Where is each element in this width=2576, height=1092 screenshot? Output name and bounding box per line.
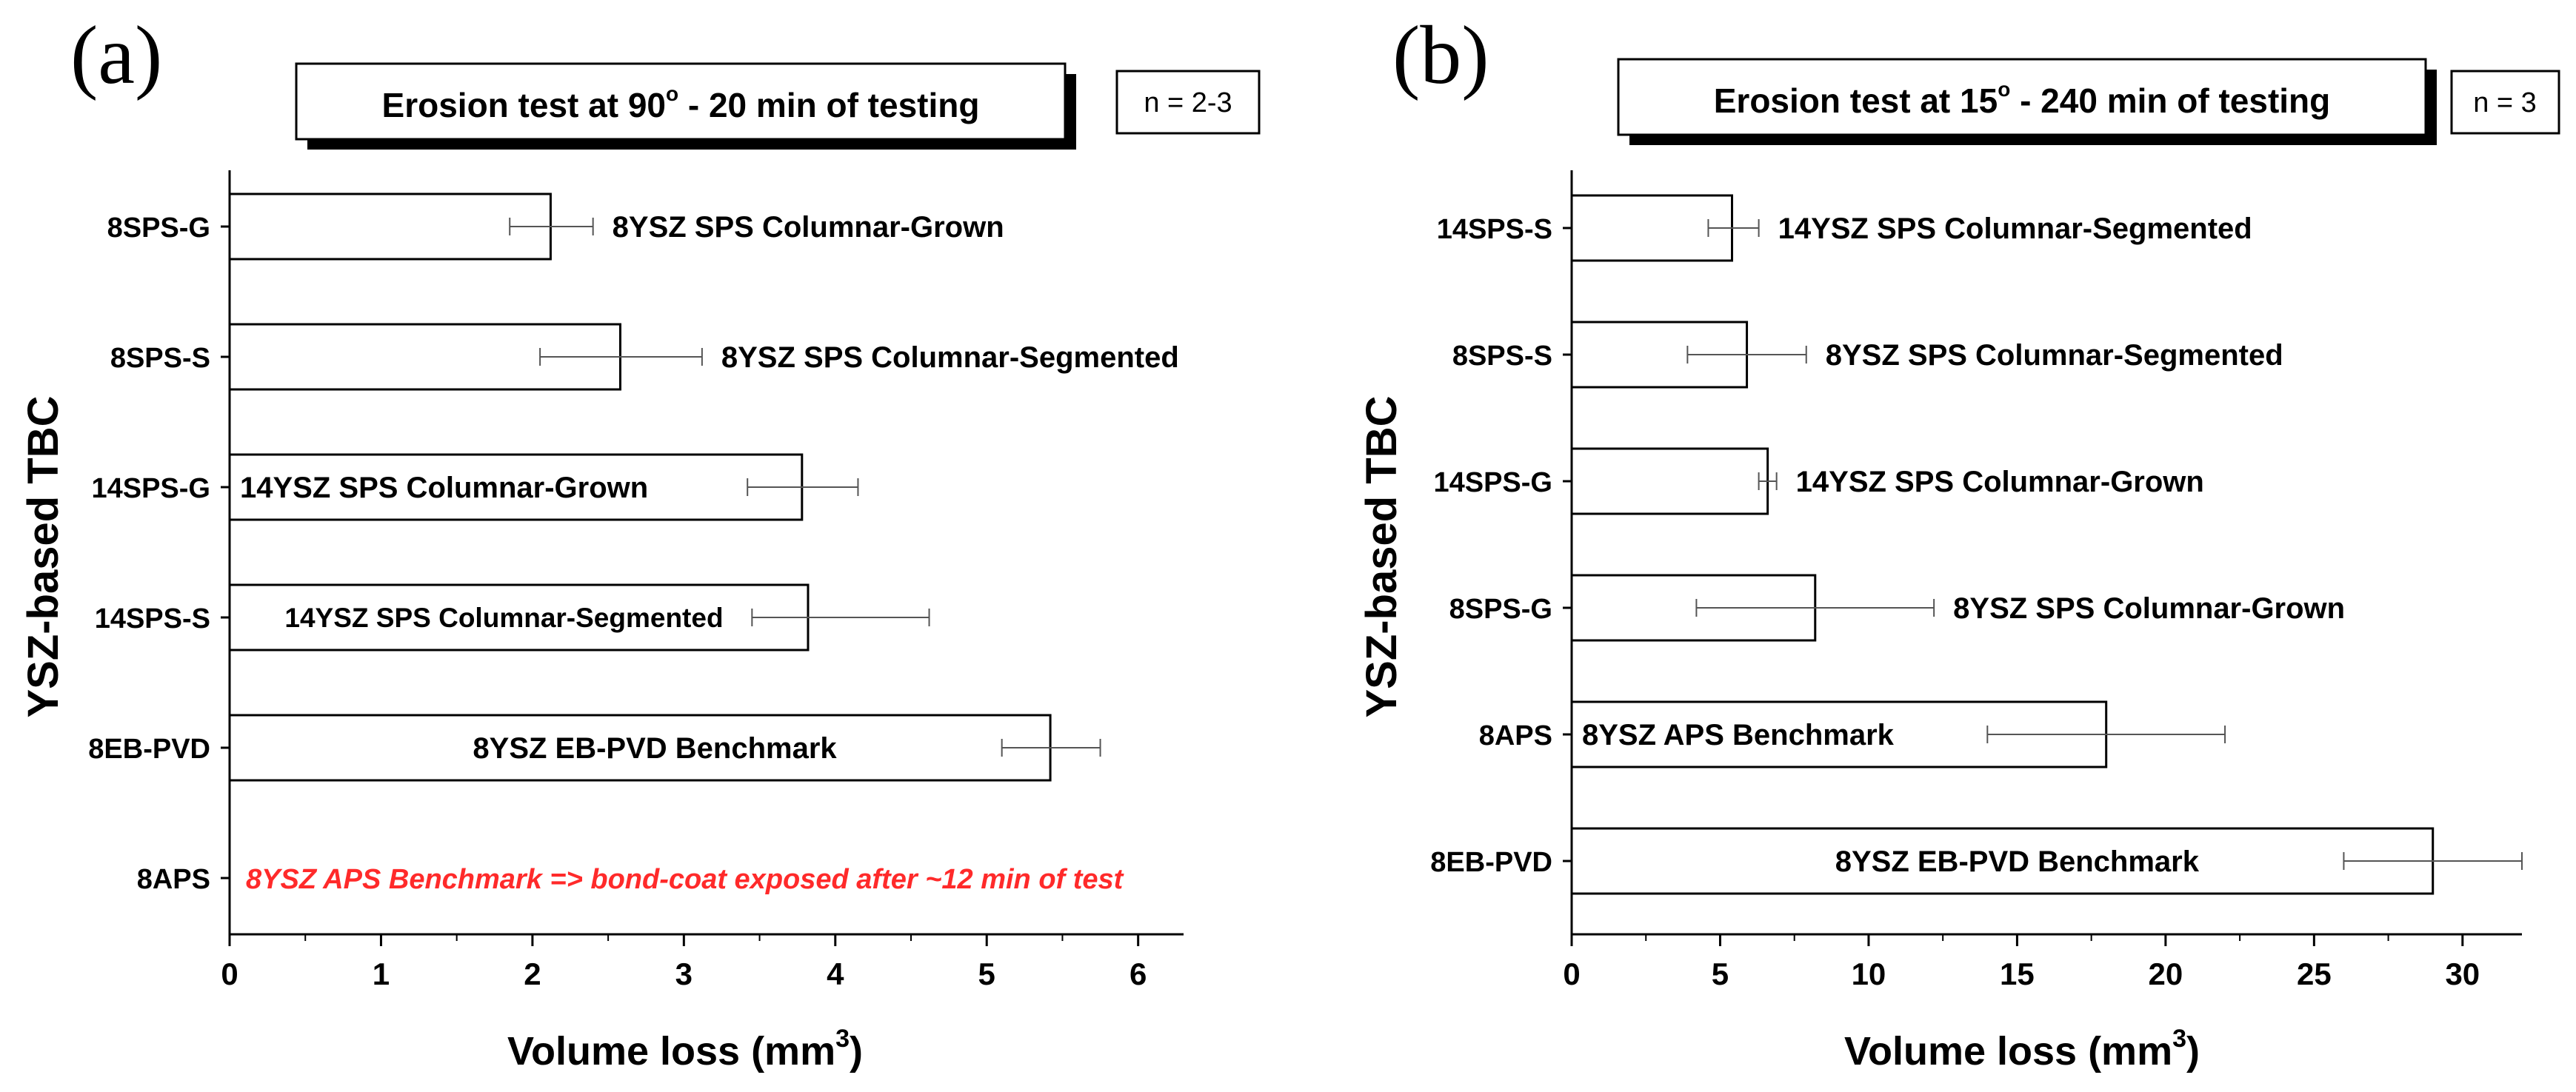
panel-b-category-label: 14SPS-S [1437,214,1552,245]
panel-a-bar-label: 14YSZ SPS Columnar-Segmented [284,603,723,633]
panel-b-bar-label: 14YSZ SPS Columnar-Segmented [1778,212,2252,245]
panel-b-title-frame [1617,58,2427,136]
panel-a-x-tick-label: 6 [1129,957,1147,991]
panel-a-title: Erosion test at 90o - 20 min of testing [382,82,980,124]
panel-b-n-label: n = 3 [2473,87,2537,118]
panel-a-bar-label: 14YSZ SPS Columnar-Grown [240,472,648,504]
panel-b-bar [1570,447,1769,515]
panel-b-x-tick-label: 25 [2297,957,2332,991]
panel-b-bar-label: 8YSZ SPS Columnar-Grown [1953,592,2345,625]
panel-b-x-tick-label: 0 [1563,957,1580,991]
panel-b-title: Erosion test at 15o - 240 min of testing [1714,78,2331,120]
panel-a-bar [228,583,810,651]
panel-a-category-label: 14SPS-S [95,603,210,634]
panel-b-x-tick-label: 20 [2149,957,2183,991]
panel-a-bar [228,453,804,521]
panel-a-plot: 0 1 2 3 4 5 6 8SPS-G 8YSZ SPS Columnar-Grown 8SPS… [88,170,1184,991]
panel-a-bar-label: 8YSZ SPS Columnar-Grown [613,211,1004,244]
panel-a-x-tick-label: 1 [373,957,390,991]
panel-a-bar-label: 8YSZ SPS Columnar-Segmented [721,341,1179,374]
panel-b-n-frame [2450,70,2560,135]
panel-a-category-label: 8APS [137,864,210,895]
panel-a-x-tick-label: 2 [524,957,541,991]
panel-b-label: (b) [1392,10,1489,101]
panel-b: (b) Erosion test at 15o - 240 min of tes… [1358,10,2560,1073]
panel-b-ylabel: YSZ-based TBC [1358,395,1406,717]
panel-a-xlabel: Volume loss (mm3) [507,1025,863,1073]
panel-b-category-label: 8SPS-G [1449,594,1552,625]
panel-b-bar-label: 14YSZ SPS Columnar-Grown [1796,466,2204,498]
panel-b-x-tick-label: 5 [1712,957,1729,991]
panel-b-xlabel: Volume loss (mm3) [1844,1025,2200,1073]
panel-a-n-label: n = 2-3 [1144,87,1232,118]
panel-a-x-tick-label: 3 [675,957,693,991]
panel-a-n-frame [1115,70,1261,135]
panel-b-category-label: 8EB-PVD [1430,847,1552,878]
panel-b-plot: 0 5 10 15 20 25 30 14SPS-S 14YSZ SPS Columnar-Se… [1430,170,2523,991]
panel-b-bar-label: 8YSZ APS Benchmark [1582,719,1895,751]
panel-b-category-label: 8APS [1479,720,1552,751]
panel-a-ylabel: YSZ-based TBC [19,395,67,717]
panel-a-x-tick-label: 5 [978,957,995,991]
panel-a-x-tick-label: 4 [827,957,844,991]
panel-b-bar-label: 8YSZ SPS Columnar-Segmented [1826,339,2283,372]
panel-a-bar-label: 8YSZ EB-PVD Benchmark [473,732,837,765]
panel-a-category-label: 8SPS-S [110,343,210,374]
panel-b-title-box: Erosion test at 15o - 240 min of testing [1617,58,2437,145]
panel-b-x-tick-label: 10 [1852,957,1886,991]
panel-a-n-box: n = 2-3 [1115,70,1261,135]
panel-a-bar [228,323,621,391]
panel-b-bar [1570,827,2435,895]
panel-a-category-label: 8SPS-G [107,212,210,244]
panel-b-n-box: n = 3 [2450,70,2560,135]
panel-a-x-tick-label: 0 [221,957,238,991]
panel-a-category-label: 8EB-PVD [88,734,210,765]
panel-a-title-frame [295,62,1067,141]
panel-b-category-label: 14SPS-G [1433,467,1552,498]
panel-a-title-box: Erosion test at 90o - 20 min of testing [295,62,1076,150]
panel-a-category-label: 14SPS-G [91,473,210,504]
panel-a: (a) Erosion test at 90o - 20 min of test… [19,10,1261,1073]
panel-b-category-label: 8SPS-S [1452,341,1552,372]
panel-a-bar [228,192,552,261]
panel-b-x-tick-label: 15 [2000,957,2035,991]
panel-a-label: (a) [70,10,162,101]
panel-b-x-tick-label: 30 [2445,957,2480,991]
panel-b-bar-label: 8YSZ EB-PVD Benchmark [1835,845,2200,878]
panel-a-annotation-note: 8YSZ APS Benchmark => bond-coat exposed … [246,864,1124,895]
